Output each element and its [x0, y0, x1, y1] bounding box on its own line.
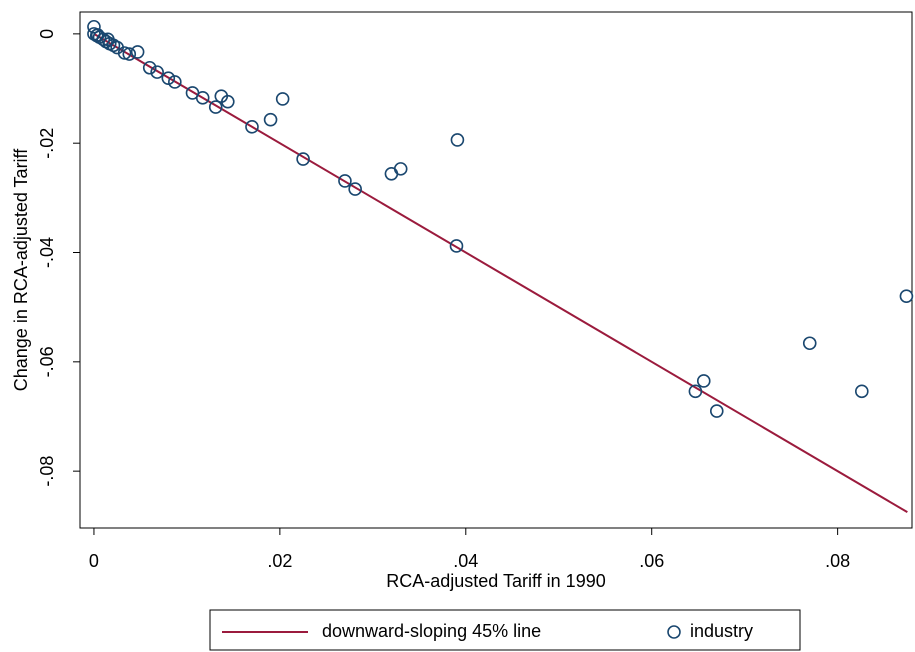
point	[263, 112, 278, 127]
legend-label: downward-sloping 45% line	[322, 621, 541, 641]
point	[688, 384, 703, 399]
point	[855, 384, 869, 399]
point	[275, 92, 290, 106]
legend-box	[209, 609, 801, 651]
x-axis-label: RCA-adjusted Tariff in 1990	[386, 571, 605, 591]
x-tick-label: .02	[267, 551, 292, 571]
point	[221, 94, 235, 109]
point	[450, 133, 465, 147]
point	[150, 65, 164, 79]
point	[384, 166, 399, 181]
legend-label: industry	[690, 621, 753, 641]
point	[161, 71, 176, 85]
legend-swatch	[667, 625, 681, 639]
y-tick-label: -.02	[37, 128, 57, 159]
point	[130, 45, 145, 59]
x-tick-label: .06	[639, 551, 664, 571]
point	[122, 47, 137, 61]
x-tick-label: 0	[89, 551, 99, 571]
y-tick-label: -.04	[37, 237, 57, 268]
point	[195, 91, 210, 105]
point	[696, 374, 711, 388]
x-tick-label: .08	[825, 551, 850, 571]
x-tick-label: .04	[453, 551, 478, 571]
point	[338, 174, 352, 188]
point	[709, 404, 724, 418]
point	[449, 239, 464, 253]
plot-frame	[79, 11, 913, 529]
reference-line	[93, 33, 908, 514]
y-axis-label: Change in RCA-adjusted Tariff	[11, 148, 31, 391]
point	[245, 119, 259, 134]
point	[168, 75, 182, 89]
point	[348, 182, 362, 196]
point	[87, 19, 101, 34]
point	[802, 336, 817, 351]
point	[296, 152, 310, 166]
y-tick-label: -.08	[37, 456, 57, 487]
y-tick-label: -.06	[37, 346, 57, 377]
point	[208, 100, 223, 114]
point	[142, 60, 157, 75]
point	[393, 162, 408, 176]
y-tick-label: 0	[37, 29, 57, 39]
point	[899, 289, 914, 304]
